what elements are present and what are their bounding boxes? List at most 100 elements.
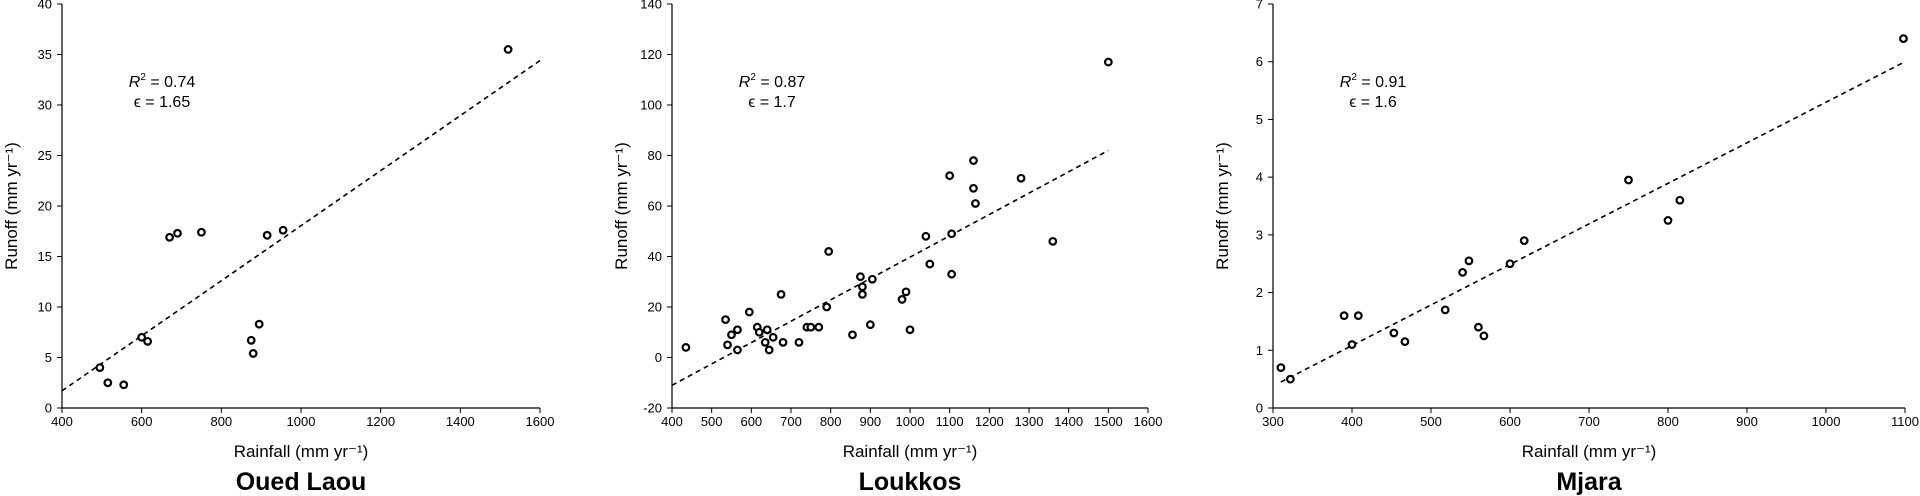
x-tick-label: 1400 <box>446 414 475 429</box>
epsilon-annotation: ϵ = 1.6 <box>1349 94 1397 111</box>
data-points <box>95 45 513 390</box>
y-tick-label: 60 <box>648 199 662 214</box>
data-point <box>969 156 978 165</box>
x-tick-label: 1500 <box>1094 414 1123 429</box>
x-tick-label: 700 <box>780 414 802 429</box>
y-tick-label: 20 <box>648 300 662 315</box>
data-point <box>733 325 742 335</box>
data-point <box>681 343 691 352</box>
panel-oued-laou: 400 600 800 1000 1200 1400 1600 0 5 10 15 20 25 30 35 4… <box>2 0 554 496</box>
data-point <box>867 274 877 284</box>
y-axis-label: Runoff (mm yr⁻¹) <box>612 142 631 270</box>
data-points <box>681 57 1113 355</box>
y-tick-label: 15 <box>38 249 52 264</box>
x-tick-label: 600 <box>131 414 153 429</box>
y-tick-label: 100 <box>640 98 662 113</box>
y-axis-label: Runoff (mm yr⁻¹) <box>2 142 21 270</box>
trend-line <box>61 59 541 392</box>
data-point <box>1663 216 1673 225</box>
data-point <box>754 327 764 337</box>
y-tick-label: 2 <box>1256 285 1263 300</box>
x-tick-label: 500 <box>1420 414 1442 429</box>
data-point <box>822 302 832 312</box>
r-squared-annotation: R2 = 0.74 <box>129 72 196 91</box>
x-tick-label: 1000 <box>896 414 925 429</box>
data-point <box>971 199 980 208</box>
data-point <box>794 337 804 347</box>
data-point <box>1505 259 1515 269</box>
x-tick-label: 1600 <box>1134 414 1163 429</box>
data-point <box>165 232 174 242</box>
y-tick-label: 140 <box>640 0 662 12</box>
x-tick-label: 400 <box>661 414 683 429</box>
y-tick-label: 5 <box>1256 112 1263 127</box>
data-point <box>744 307 754 317</box>
data-point <box>905 325 915 335</box>
data-point <box>119 380 129 390</box>
data-point <box>721 315 730 325</box>
x-tick-label: 400 <box>51 414 73 429</box>
data-point <box>254 319 264 329</box>
data-point <box>969 183 978 193</box>
data-point <box>1440 305 1450 315</box>
x-tick-label: 600 <box>740 414 762 429</box>
x-tick-label: 800 <box>1657 414 1679 429</box>
y-tick-label: 0 <box>1256 401 1263 416</box>
x-tick-label: 1400 <box>1054 414 1083 429</box>
data-point <box>1103 57 1113 67</box>
data-point <box>897 295 907 304</box>
y-tick-label: 6 <box>1256 54 1263 69</box>
x-tick-label: 1200 <box>975 414 1004 429</box>
data-point <box>248 349 258 358</box>
x-tick-label: 500 <box>701 414 723 429</box>
y-tick-label: 30 <box>38 98 52 113</box>
data-point <box>1339 311 1349 321</box>
axis-ticks: 300 400 500 600 700 800 900 1000 1100 0 1 2 3 4 5 6 7 <box>1256 0 1919 429</box>
x-tick-label: 1200 <box>366 414 395 429</box>
data-point <box>1400 337 1410 347</box>
data-point <box>848 330 857 340</box>
data-point <box>173 228 182 238</box>
y-tick-label: 0 <box>45 401 52 416</box>
x-tick-label: 800 <box>820 414 842 429</box>
data-point <box>1899 34 1908 44</box>
data-point <box>764 345 774 355</box>
x-tick-label: 1100 <box>936 414 964 429</box>
data-point <box>727 330 736 340</box>
data-point <box>1016 173 1026 183</box>
data-point <box>723 340 732 350</box>
data-point <box>1519 236 1529 246</box>
y-tick-label: 10 <box>38 300 52 315</box>
panel-loukkos: 400 500 600 700 800 900 1000 1100 1200 1300 1400 15… <box>612 0 1162 496</box>
data-point <box>1353 311 1363 321</box>
data-point <box>1389 328 1399 338</box>
data-point <box>856 272 865 282</box>
data-point <box>824 247 834 256</box>
x-tick-label: 600 <box>1499 414 1521 429</box>
data-point <box>1276 363 1286 373</box>
data-point <box>947 229 957 239</box>
data-point <box>1458 267 1467 277</box>
x-tick-label: 400 <box>1341 414 1363 429</box>
x-tick-label: 300 <box>1262 414 1284 429</box>
data-point <box>95 363 105 373</box>
panel-mjara: 300 400 500 600 700 800 900 1000 1100 0 1 2 3 4 5 6 7 R2… <box>1213 0 1919 496</box>
axis-ticks: 400 500 600 700 800 900 1000 1100 1200 1300 1400 15… <box>640 0 1162 429</box>
y-axis-label: Runoff (mm yr⁻¹) <box>1213 142 1232 270</box>
data-point <box>1479 331 1489 341</box>
x-tick-label: 900 <box>859 414 881 429</box>
data-point <box>733 345 742 355</box>
y-tick-label: 35 <box>38 47 52 62</box>
x-tick-label: 700 <box>1578 414 1600 429</box>
data-point <box>865 320 875 330</box>
data-point <box>901 287 911 297</box>
panel-title: Mjara <box>1556 468 1622 496</box>
y-tick-label: 7 <box>1256 0 1263 12</box>
y-tick-label: 120 <box>640 47 662 62</box>
data-point <box>197 227 206 237</box>
data-point <box>806 322 816 332</box>
y-tick-label: 40 <box>648 249 662 264</box>
x-tick-label: 1100 <box>1891 414 1919 429</box>
data-point <box>814 322 824 332</box>
